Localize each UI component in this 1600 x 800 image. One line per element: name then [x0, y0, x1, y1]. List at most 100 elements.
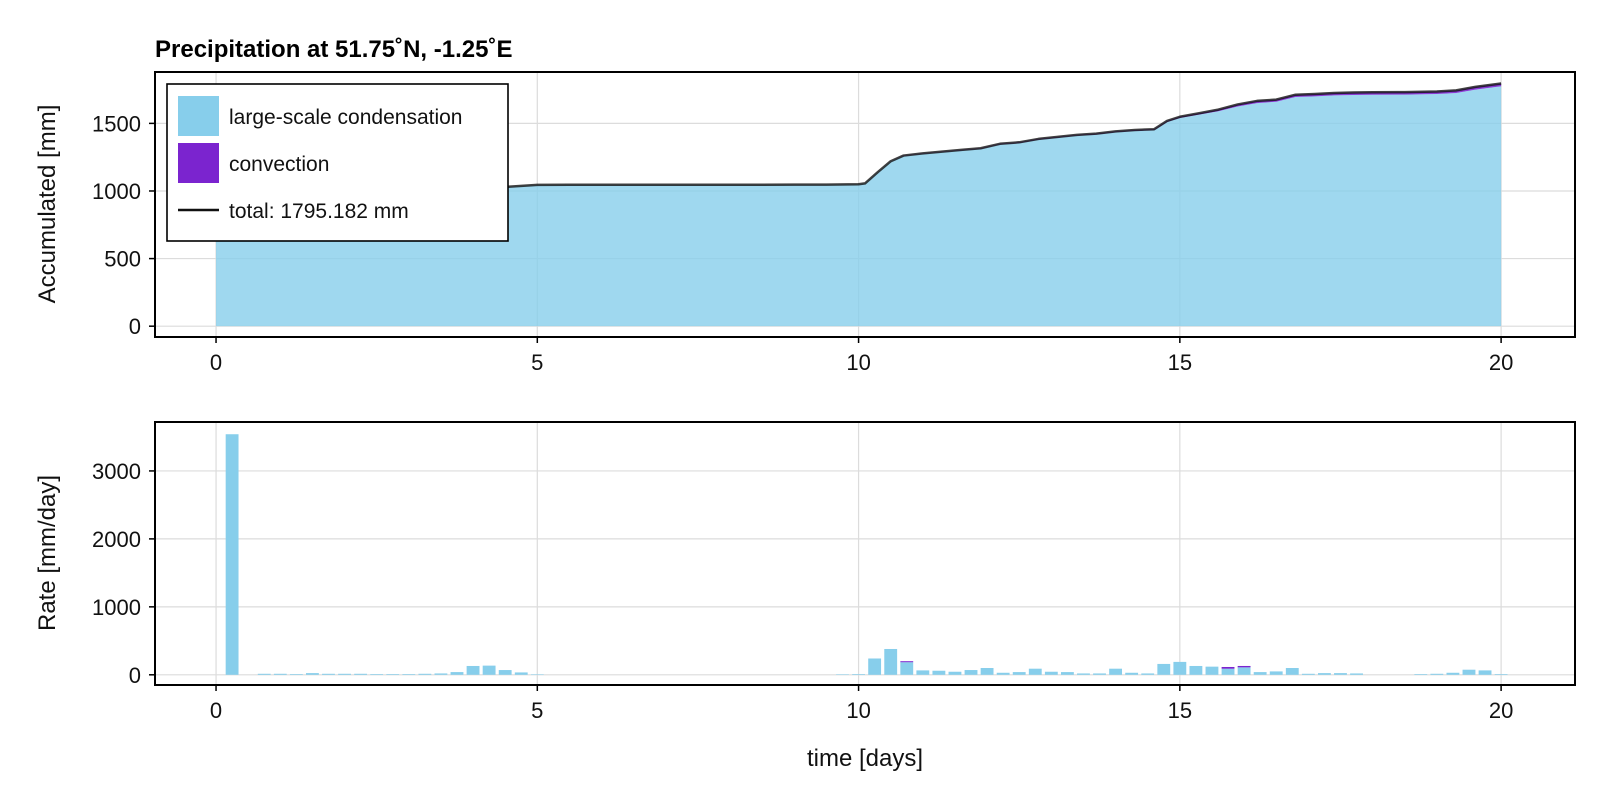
large-scale-bar-37	[1125, 672, 1139, 675]
legend-swatch-convection	[178, 143, 219, 183]
time-x-label: time [days]	[807, 745, 923, 772]
large-scale-bar-47	[1285, 668, 1299, 675]
large-scale-bar-18	[530, 674, 544, 675]
large-scale-bar-40	[1173, 661, 1187, 675]
rate-panel: 0 5 10 15 20 0 1000 2000 3000 Rate [mm/day] time…	[34, 421, 1576, 772]
rate-ticks: 0 5 10 15 20 0 1000 2000 3000	[92, 459, 1513, 723]
rate-y-tick-label-3: 3000	[92, 459, 141, 484]
accumulated-axes-frame	[154, 71, 1576, 338]
large-scale-bar-6	[338, 673, 351, 675]
large-scale-bar-7	[354, 673, 368, 675]
large-scale-bar-11	[418, 673, 432, 675]
rate-x-tick-label-1: 5	[531, 698, 543, 723]
large-scale-bar-53	[1430, 673, 1444, 675]
convection-bar-43	[1221, 666, 1235, 669]
rate-grid	[155, 422, 1575, 685]
large-scale-bar-21	[868, 658, 882, 675]
large-scale-bar-4	[305, 673, 319, 675]
rate-x-tick-label-4: 20	[1489, 698, 1513, 723]
large-scale-bar-15	[482, 665, 496, 675]
large-scale-bar-41	[1189, 665, 1203, 675]
large-scale-bar-30	[1012, 672, 1026, 675]
large-scale-bar-51	[1350, 673, 1363, 675]
large-scale-bar-35	[1093, 673, 1106, 675]
large-scale-bar-43	[1221, 668, 1235, 675]
legend-swatch-large-scale	[178, 96, 219, 136]
large-scale-bar-45	[1253, 672, 1267, 675]
large-scale-bar-13	[450, 672, 464, 675]
accumulated-panel: 0 5 10 15 20 0 500 1000 1500 Precipitation at 51…	[34, 36, 1576, 375]
rate-axes-frame	[154, 421, 1576, 686]
large-scale-area	[216, 86, 1502, 327]
legend: large-scale condensation convection tota…	[166, 83, 509, 242]
legend-label-total: total: 1795.182 mm	[229, 200, 409, 223]
rate-plot	[225, 434, 1508, 675]
large-scale-bar-1	[257, 673, 271, 675]
large-scale-bar-5	[322, 673, 335, 675]
large-scale-bar-2	[273, 673, 287, 675]
convection-bar-23	[900, 661, 914, 663]
large-scale-bar-26	[948, 671, 962, 675]
accumulated-y-tick-label-2: 1000	[92, 179, 141, 204]
legend-label-large-scale: large-scale condensation	[229, 106, 462, 129]
large-scale-bar-48	[1301, 673, 1315, 675]
large-scale-bar-50	[1334, 673, 1347, 675]
large-scale-bar-38	[1141, 673, 1155, 675]
large-scale-bar-56	[1478, 670, 1492, 675]
accumulated-x-tick-label-1: 5	[531, 350, 543, 375]
rate-y-label: Rate [mm/day]	[34, 475, 61, 631]
large-scale-bar-3	[289, 674, 303, 675]
large-scale-bar-24	[916, 670, 930, 675]
large-scale-bar-39	[1157, 663, 1171, 675]
large-scale-bar-0	[225, 434, 239, 675]
rate-x-tick-label-2: 10	[846, 698, 870, 723]
rate-y-tick-label-0: 0	[129, 663, 141, 688]
rate-y-tick-label-2: 2000	[92, 527, 141, 552]
large-scale-bar-27	[964, 670, 978, 675]
accumulated-x-tick-label-3: 15	[1168, 350, 1192, 375]
large-scale-bar-10	[402, 674, 416, 675]
large-scale-bar-46	[1269, 671, 1283, 675]
large-scale-bar-20	[852, 674, 865, 675]
large-scale-bar-9	[386, 674, 400, 675]
accumulated-ticks: 0 5 10 15 20 0 500 1000 1500	[92, 111, 1513, 375]
large-scale-bar-57	[1494, 674, 1508, 675]
large-scale-bar-25	[932, 670, 946, 675]
accumulated-x-tick-label-2: 10	[846, 350, 870, 375]
large-scale-bar-8	[370, 674, 384, 675]
large-scale-bar-12	[434, 673, 448, 675]
legend-box	[166, 83, 509, 242]
large-scale-bar-14	[466, 665, 480, 675]
accumulated-y-label: Accumulated [mm]	[34, 105, 61, 304]
large-scale-bar-55	[1462, 669, 1476, 675]
accumulated-y-tick-label-3: 1500	[92, 111, 141, 136]
large-scale-bar-49	[1317, 673, 1331, 675]
accumulated-x-tick-label-0: 0	[210, 350, 222, 375]
accumulated-x-tick-label-4: 20	[1489, 350, 1513, 375]
large-scale-bar-44	[1237, 667, 1251, 675]
large-scale-bar-17	[514, 672, 528, 675]
large-scale-bar-36	[1109, 668, 1123, 675]
large-scale-bar-22	[884, 648, 898, 675]
large-scale-bar-42	[1205, 666, 1219, 675]
accumulated-y-tick-label-0: 0	[129, 314, 141, 339]
large-scale-bar-19	[836, 674, 849, 675]
rate-y-tick-label-1: 1000	[92, 595, 141, 620]
rate-x-tick-label-3: 15	[1168, 698, 1192, 723]
large-scale-bar-29	[996, 672, 1010, 675]
large-scale-bar-23	[900, 662, 914, 675]
accumulated-y-tick-label-1: 500	[104, 247, 141, 272]
large-scale-bar-28	[980, 668, 994, 675]
convection-bar-44	[1237, 665, 1251, 668]
large-scale-bar-32	[1044, 671, 1058, 675]
legend-label-convection: convection	[229, 153, 329, 176]
large-scale-bar-31	[1028, 668, 1042, 675]
rate-x-tick-label-0: 0	[210, 698, 222, 723]
chart-title: Precipitation at 51.75˚N, -1.25˚E	[155, 36, 512, 63]
large-scale-bar-52	[1414, 674, 1428, 675]
large-scale-bar-16	[498, 670, 512, 675]
large-scale-bar-54	[1446, 672, 1460, 675]
large-scale-bar-34	[1077, 673, 1090, 675]
